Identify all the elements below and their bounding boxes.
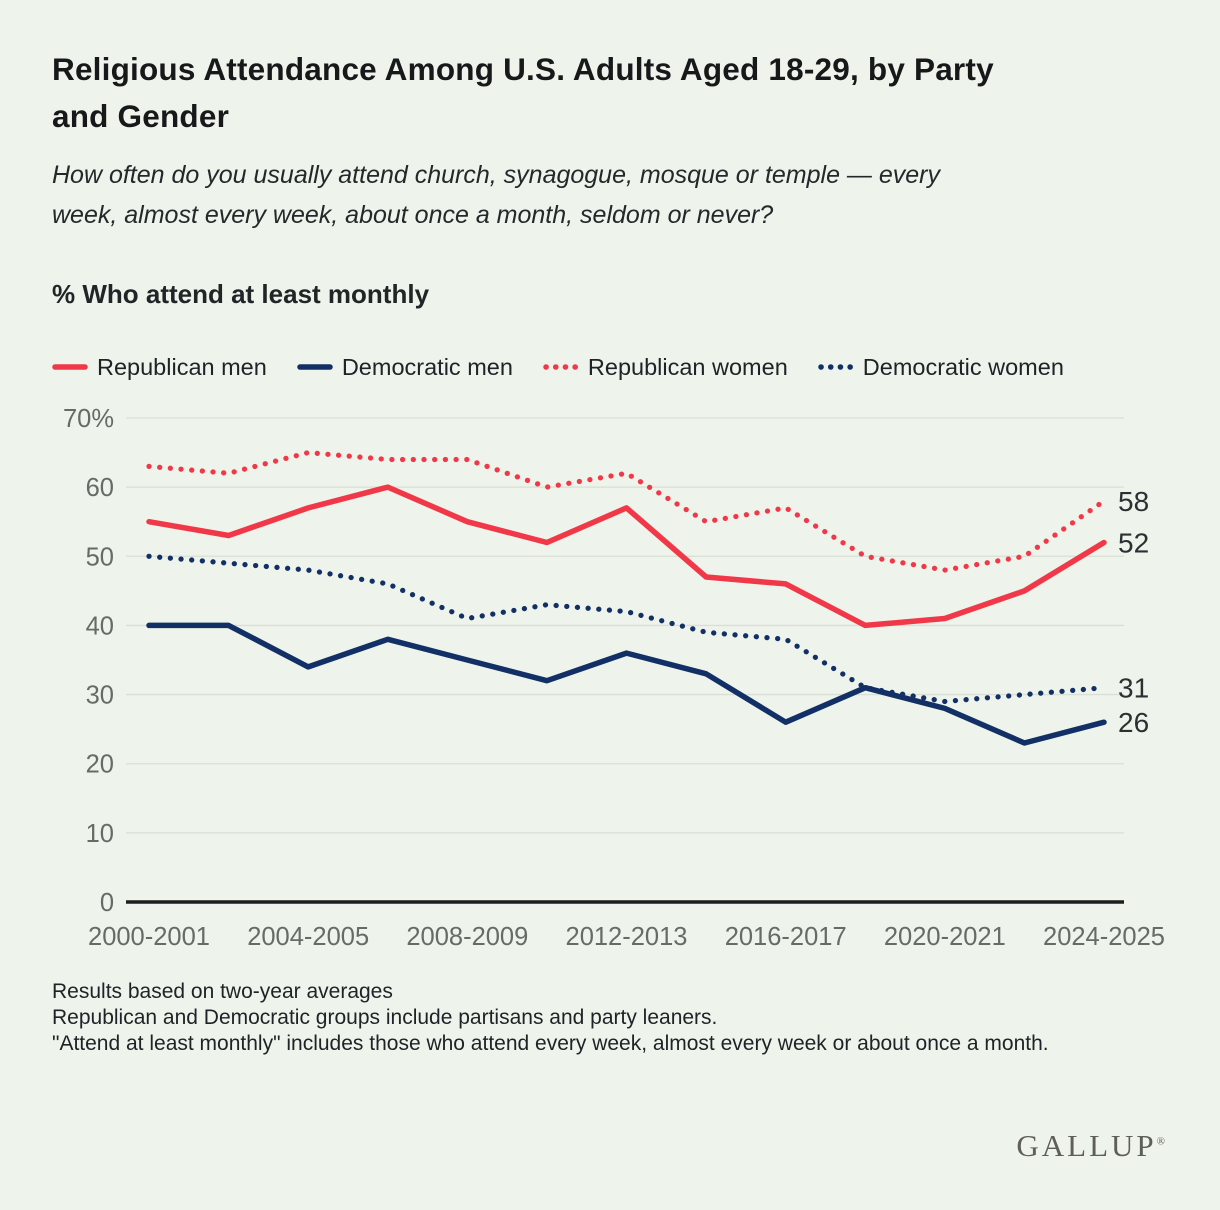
legend-swatch-dotted bbox=[818, 364, 854, 370]
legend-swatch-dotted bbox=[543, 364, 579, 370]
series-line-democratic-men bbox=[146, 622, 1107, 746]
page-title: Religious Attendance Among U.S. Adults A… bbox=[52, 51, 994, 135]
footnote-line: "Attend at least monthly" includes those… bbox=[52, 1031, 1049, 1055]
legend-item-republican-women: Republican women bbox=[543, 354, 788, 381]
y-tick-label-70: 70% bbox=[63, 405, 114, 433]
y-tick-label-40: 40 bbox=[86, 612, 114, 640]
y-tick-label-30: 30 bbox=[86, 681, 114, 709]
series-line-democratic-women bbox=[146, 553, 1107, 704]
x-tick-label-2016-2017: 2016-2017 bbox=[725, 923, 847, 951]
x-tick-label-2020-2021: 2020-2021 bbox=[884, 923, 1006, 951]
y-tick-label-60: 60 bbox=[86, 474, 114, 502]
y-tick-label-10: 10 bbox=[86, 819, 114, 847]
x-tick-label-2004-2005: 2004-2005 bbox=[247, 923, 369, 951]
x-tick-label-2008-2009: 2008-2009 bbox=[406, 923, 528, 951]
legend-item-democratic-men: Democratic men bbox=[297, 354, 513, 381]
legend-item-democratic-women: Democratic women bbox=[818, 354, 1064, 381]
footnotes: Results based on two-year averages Repub… bbox=[52, 979, 1172, 1057]
end-label-republican-men: 52 bbox=[1118, 527, 1149, 558]
y-tick-label-50: 50 bbox=[86, 543, 114, 571]
survey-question-subtitle: How often do you usually attend church, … bbox=[52, 160, 941, 229]
gallup-logo-text: GALLUP bbox=[1016, 1128, 1157, 1163]
end-label-republican-women: 58 bbox=[1118, 485, 1149, 516]
legend-item-republican-men: Republican men bbox=[52, 354, 267, 381]
footnote-line: Republican and Democratic groups include… bbox=[52, 1005, 718, 1029]
gallup-logo: GALLUP® bbox=[1016, 1128, 1165, 1164]
legend-label: Republican women bbox=[587, 353, 788, 380]
x-tick-label-2012-2013: 2012-2013 bbox=[566, 923, 688, 951]
line-chart-svg: 0 10 20 30 40 50 60 70% 2000-2001 2004-2005 2008-2… bbox=[63, 405, 1165, 951]
line-chart: 0 10 20 30 40 50 60 70% 2000-2001 2004-2005 2008-2… bbox=[52, 403, 1172, 973]
legend-label: Democratic men bbox=[341, 353, 513, 380]
end-label-democratic-men: 26 bbox=[1118, 707, 1149, 738]
legend-swatch-solid bbox=[52, 364, 88, 370]
footnote-line: Results based on two-year averages bbox=[52, 979, 393, 1003]
legend-label: Democratic women bbox=[862, 353, 1064, 380]
end-label-democratic-women: 31 bbox=[1118, 672, 1149, 703]
x-tick-label-2000-2001: 2000-2001 bbox=[88, 923, 210, 951]
legend-swatch-solid bbox=[297, 364, 333, 370]
chart-measure-label: % Who attend at least monthly bbox=[52, 278, 430, 309]
series-line-republican-women bbox=[146, 449, 1107, 573]
y-tick-label-20: 20 bbox=[86, 750, 114, 778]
chart-legend: Republican men Democratic men Republican w… bbox=[52, 354, 1172, 381]
legend-label: Republican men bbox=[97, 353, 267, 380]
registered-trademark-icon: ® bbox=[1156, 1135, 1165, 1148]
y-tick-label-0: 0 bbox=[100, 889, 114, 917]
x-tick-label-2024-2025: 2024-2025 bbox=[1043, 923, 1165, 951]
series-line-republican-men bbox=[146, 483, 1107, 628]
